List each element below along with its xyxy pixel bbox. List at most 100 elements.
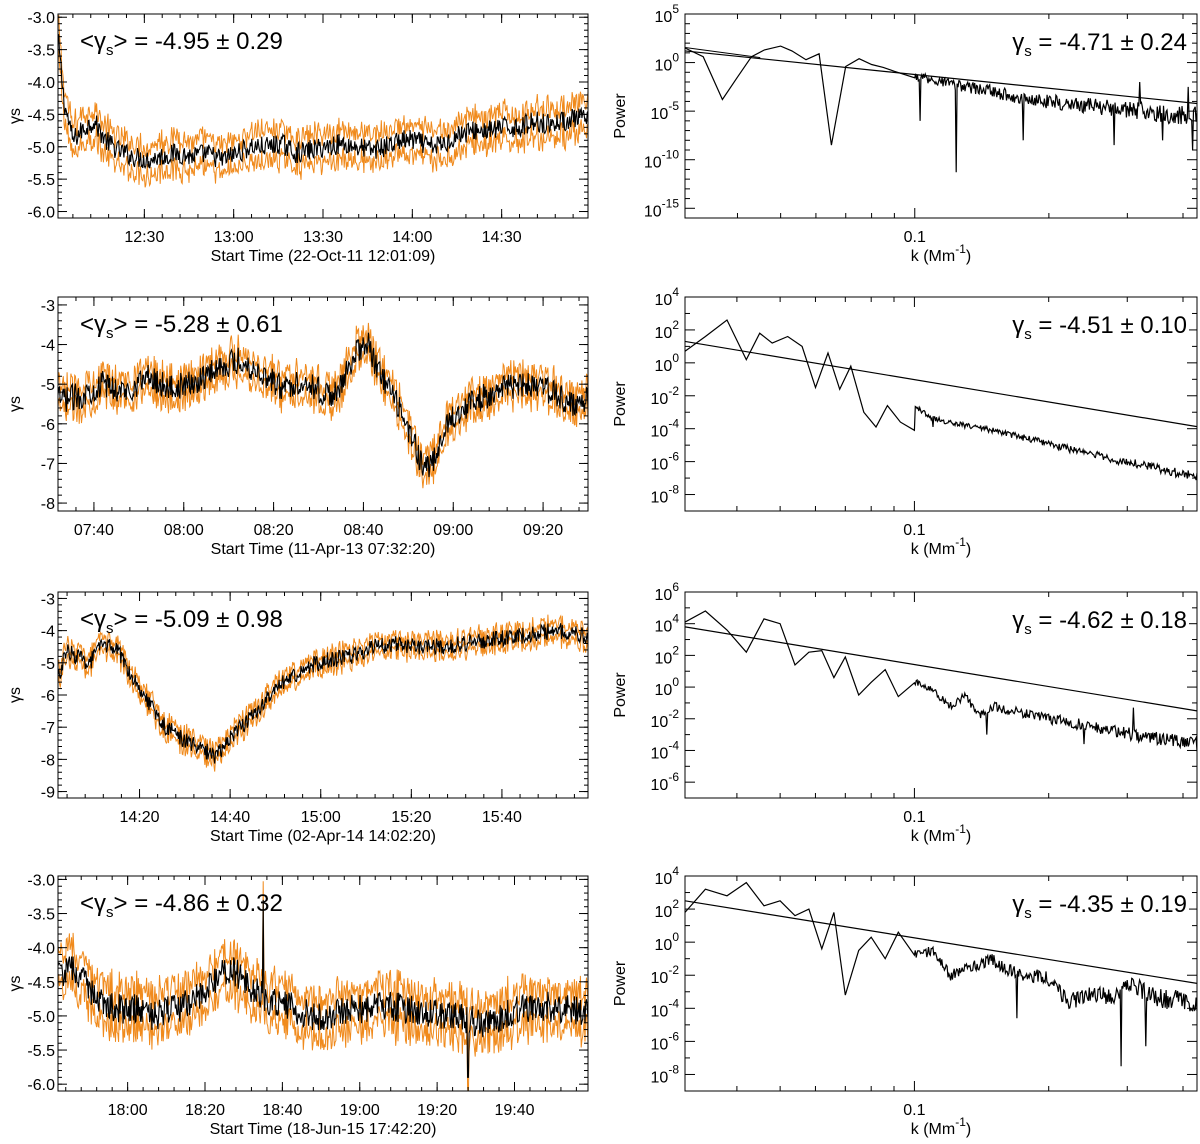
y-tick-mantissa: 10 [651,777,669,794]
gamma-series-line [58,33,588,170]
y-tick-label: -7 [41,456,55,473]
gamma-fit-annotation-prefix: γ [1012,312,1024,339]
gamma-mean-annotation: <γs> = -4.86 ± 0.32 [80,890,283,921]
x-tick-label: 18:40 [262,1102,302,1119]
gamma-series-line [58,332,588,478]
y-tick-label: 10-4 [651,417,680,441]
y-tick-exponent: -15 [662,196,680,210]
plot-frame [684,591,1198,799]
y-axis-label: Power [612,672,629,718]
gamma-fit-annotation: γs = -4.51 ± 0.10 [1012,312,1187,343]
y-tick-exponent: -2 [668,963,679,977]
annotation-background [1008,889,1189,924]
y-tick-exponent: -10 [662,148,680,162]
power-law-fit-line [685,900,1197,984]
y-tick-label: 10-2 [651,384,680,408]
x-axis-label: Start Time (18-Jun-15 17:42:20) [210,1121,437,1138]
series-group [58,614,588,772]
y-tick-mantissa: 10 [655,619,673,636]
y-axis-label: γs [7,396,24,412]
y-tick-label: -7 [41,720,55,737]
x-axis-label-text: k (Mm [911,541,955,558]
y-tick-mantissa: 10 [644,155,662,172]
gamma-fit-annotation-prefix: γ [1012,29,1024,56]
x-tick-label: 14:40 [210,809,250,826]
x-axis-label: Start Time (22-Oct-11 12:01:09) [211,248,436,265]
power-spectrum-line [685,319,1197,481]
y-tick-label: 105 [655,2,680,26]
spectrum-group [685,881,1197,1067]
y-tick-exponent: -8 [668,483,679,497]
power-law-fit-line [685,626,1197,712]
y-tick-mantissa: 10 [651,1003,669,1020]
spectrum-group [685,45,1197,173]
gamma-mean-annotation: <γs> = -4.95 ± 0.29 [80,28,283,59]
x-tick-label: 0.1 [903,1102,925,1119]
gamma-fit-annotation-suffix: = -4.62 ± 0.18 [1032,607,1187,634]
gamma-mean-annotation-suffix: > = -5.09 ± 0.98 [114,606,283,633]
y-tick-label: 100 [655,675,680,699]
plot-frame [57,296,589,512]
y-tick-mantissa: 10 [655,937,673,954]
y-tick-exponent: 4 [672,285,679,299]
x-axis-label-exponent: -1 [955,822,966,836]
y-tick-exponent: -5 [668,99,679,113]
x-axis-label-exponent: -1 [955,242,966,256]
gamma-mean-annotation-prefix: <γ [80,28,106,55]
panel-time-series-row-3: -9 -8 -7 -6 -5 -4 -3 14:20 14:40 15:00 15:20 15:40 S… [7,591,589,845]
y-tick-mantissa: 10 [651,490,669,507]
y-tick-mantissa: 10 [651,1036,669,1053]
y-tick-label: -5.5 [27,1043,55,1060]
y-tick-label: 102 [655,643,680,667]
gamma-fit-annotation-sub: s [1024,43,1032,60]
annotation-background [1008,605,1189,640]
x-tick-label: 14:30 [482,229,522,246]
x-axis-label-end: ) [966,248,971,265]
spectrum-group [685,319,1197,481]
plot-frame [684,13,1198,219]
y-tick-label: -4.5 [27,975,55,992]
x-axis-label-text: k (Mm [911,248,955,265]
y-tick-label: 10-8 [651,483,680,507]
x-tick-label: 15:40 [482,809,522,826]
gamma-series-line [58,623,588,764]
gamma-fit-annotation: γs = -4.62 ± 0.18 [1012,607,1187,638]
y-tick-label: -8 [41,752,55,769]
y-tick-mantissa: 10 [655,358,673,375]
uncertainty-lower-line [58,910,588,1091]
y-tick-exponent: -2 [668,707,679,721]
y-tick-label: 10-2 [651,707,680,731]
x-tick-label: 13:00 [214,229,254,246]
y-tick-label: -9 [41,785,55,802]
y-axis-label: γs [7,108,24,124]
x-axis-label-text: k (Mm [911,828,955,845]
x-tick-label: 0.1 [903,522,925,539]
x-tick-label: 15:20 [391,809,431,826]
power-law-fit-line [685,340,1197,428]
y-tick-mantissa: 10 [655,904,673,921]
y-tick-label: -4.0 [27,941,55,958]
y-tick-mantissa: 10 [651,424,669,441]
x-tick-label: 08:20 [254,522,294,539]
y-tick-label: -6 [41,688,55,705]
y-tick-label: 102 [655,318,680,342]
x-tick-label: 14:00 [392,229,432,246]
gamma-series-line [58,899,588,1078]
y-tick-mantissa: 10 [651,391,669,408]
y-tick-mantissa: 10 [655,325,673,342]
y-tick-mantissa: 10 [655,587,673,604]
y-tick-label: -3 [41,298,55,315]
gamma-fit-annotation-suffix: = -4.35 ± 0.19 [1032,891,1187,918]
y-tick-label: 10-8 [651,1062,680,1086]
series-group [58,15,588,188]
annotation-background [1008,310,1189,345]
uncertainty-lower-line [58,345,588,489]
y-tick-label: -5.0 [27,140,55,157]
x-tick-label: 09:20 [523,522,563,539]
gamma-fit-annotation: γs = -4.35 ± 0.19 [1012,891,1187,922]
plot-frame [684,875,1198,1092]
spectrum-group [685,610,1197,752]
gamma-mean-annotation-suffix: > = -4.95 ± 0.29 [114,28,283,55]
x-tick-label: 19:00 [340,1102,380,1119]
